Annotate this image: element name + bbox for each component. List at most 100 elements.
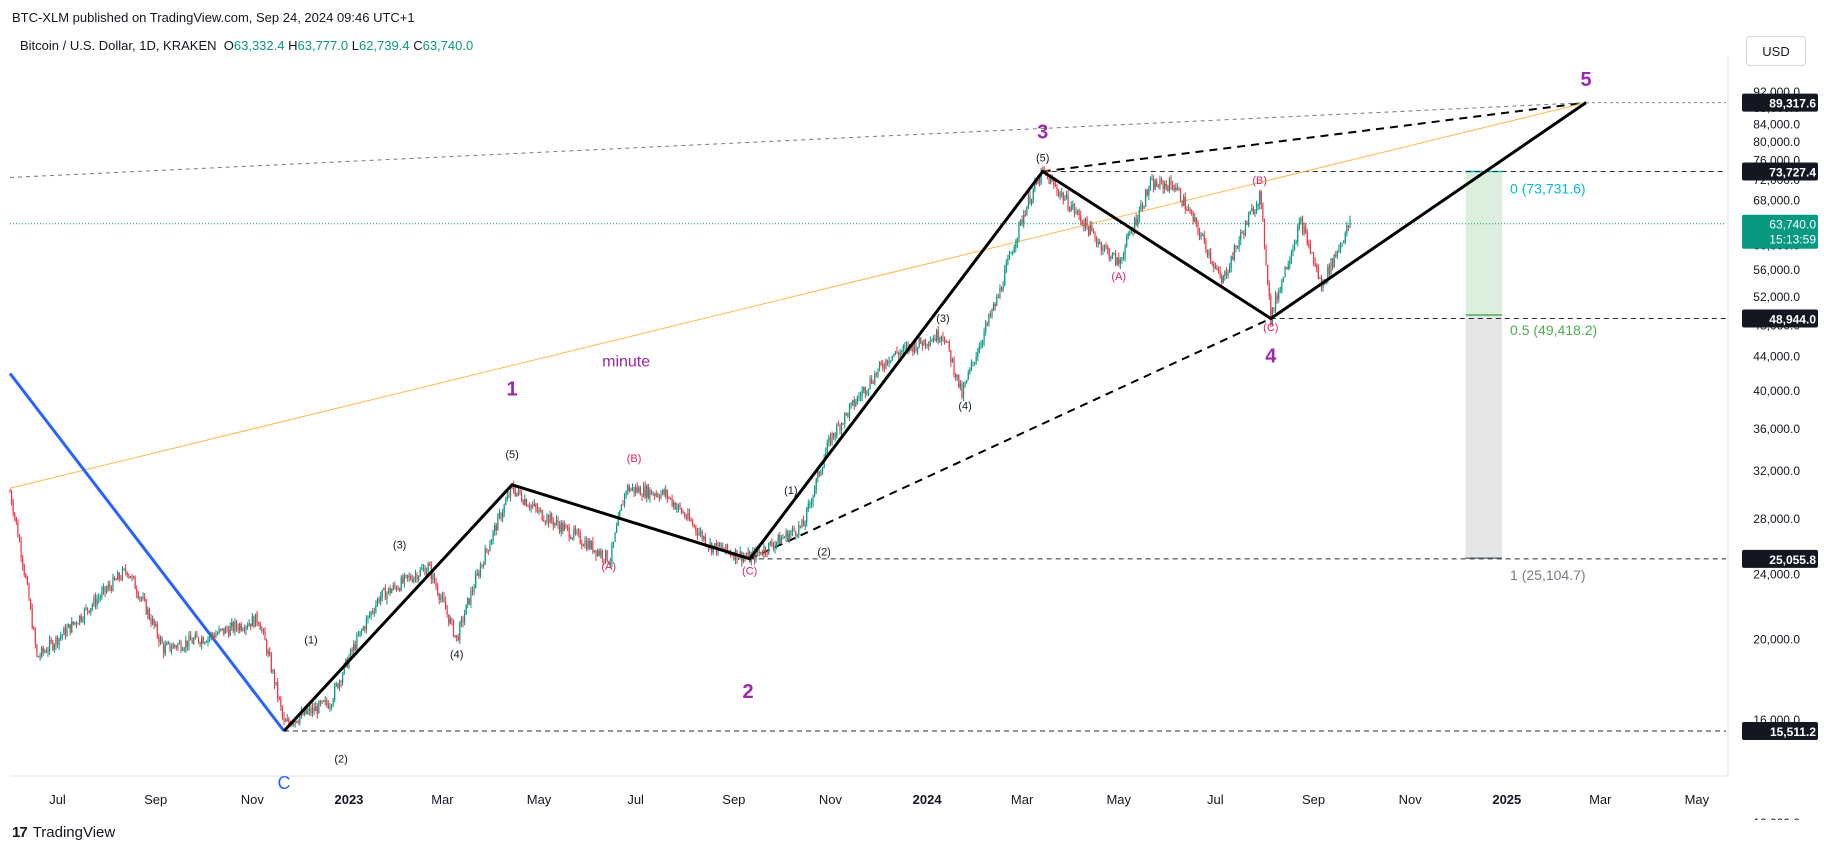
candle-body: [1197, 222, 1199, 231]
candle-body: [288, 719, 290, 723]
candle-body: [701, 531, 703, 539]
brand-name: TradingView: [32, 824, 116, 841]
candle-body: [1078, 210, 1080, 216]
price-level-badge: [1742, 721, 1818, 740]
candle-body: [926, 344, 928, 346]
candle-body: [874, 373, 876, 384]
candle-body: [812, 495, 814, 503]
candle-body: [202, 637, 204, 644]
candle-body: [1108, 249, 1110, 259]
candle-body: [897, 353, 900, 356]
candle-body: [280, 698, 282, 707]
currency-button[interactable]: USD: [1746, 36, 1806, 66]
candle-body: [305, 709, 307, 714]
candle-body: [695, 525, 697, 532]
candle-body: [516, 492, 518, 496]
candle-body: [644, 486, 646, 498]
candle-body: [357, 635, 360, 637]
candle-body: [1007, 259, 1009, 263]
candle-body: [508, 495, 510, 497]
candle-body: [980, 344, 982, 347]
x-tick-label: May: [1106, 792, 1131, 807]
candle-body: [362, 627, 364, 631]
candle-body: [475, 574, 477, 589]
candle-body: [725, 544, 727, 551]
candle-body: [654, 493, 656, 496]
candle-body: [755, 549, 757, 561]
candle-body: [612, 541, 615, 546]
candle-body: [872, 383, 874, 385]
candle-body: [562, 522, 564, 531]
candle-body: [544, 521, 546, 523]
candle-body: [966, 379, 968, 383]
candle-body: [1260, 191, 1262, 205]
candle-body: [443, 595, 445, 602]
candle-body: [91, 604, 93, 609]
price-chart[interactable]: 12,000.016,000.020,000.024,000.028,000.0…: [0, 0, 1824, 820]
candle-body: [704, 536, 706, 546]
y-tick-label: 24,000.0: [1753, 567, 1800, 581]
candle-body: [1026, 206, 1028, 216]
candle-body: [604, 550, 607, 561]
wave-degree-note: minute: [602, 354, 650, 371]
candle-body: [285, 721, 287, 723]
candle-body: [660, 493, 662, 499]
candle-body: [1176, 187, 1178, 190]
candle-body: [1179, 189, 1182, 201]
candle-body: [581, 543, 583, 546]
candle-body: [170, 648, 173, 651]
x-tick-label: 2025: [1492, 792, 1521, 807]
candle-body: [394, 584, 396, 587]
candle-body: [652, 493, 654, 495]
candle-body: [1244, 221, 1247, 236]
candle-body: [253, 616, 255, 627]
low-label: L: [351, 38, 359, 53]
candle-body: [802, 519, 805, 527]
candle-body: [1089, 225, 1091, 235]
tradingview-logo-icon: 17: [12, 824, 28, 841]
candle-body: [120, 578, 122, 580]
x-tick-label: 2023: [334, 792, 363, 807]
y-tick-label: 12,000.0: [1753, 816, 1800, 820]
candle-body: [1152, 178, 1155, 190]
candle-body: [791, 528, 794, 532]
candle-body: [1248, 214, 1250, 226]
candle-body: [208, 636, 211, 638]
candle-body: [275, 682, 277, 685]
x-tick-label: Nov: [1399, 792, 1423, 807]
candle-body: [1043, 169, 1045, 171]
candle-body: [559, 524, 561, 532]
candle-body: [281, 706, 284, 716]
candle-body: [859, 396, 862, 398]
candle-body: [970, 362, 973, 369]
candle-body: [552, 520, 554, 526]
candle-body: [801, 519, 803, 527]
candle-body: [814, 488, 816, 496]
candle-body: [1122, 256, 1125, 260]
candle-body: [395, 586, 398, 590]
candle-body: [536, 507, 539, 512]
candle-body: [961, 383, 963, 398]
candle-body: [380, 596, 382, 602]
candle-body: [80, 615, 82, 621]
candle-body: [131, 576, 133, 579]
candle-body: [798, 525, 800, 536]
candle-body: [891, 355, 893, 361]
candle-body: [1091, 225, 1093, 231]
candle-body: [1095, 238, 1098, 245]
candle-body: [551, 514, 553, 521]
candle-body: [1211, 261, 1213, 264]
candle-body: [41, 647, 43, 657]
y-tick-label: 44,000.0: [1753, 350, 1800, 364]
candle-body: [845, 412, 847, 414]
candle-body: [1129, 233, 1131, 235]
candle-body: [714, 543, 716, 546]
candle-body: [482, 564, 485, 566]
candle-body: [104, 586, 106, 592]
candle-body: [1016, 237, 1018, 244]
candle-body: [270, 655, 272, 672]
candle-body: [324, 700, 326, 702]
candle-body: [1034, 181, 1036, 190]
candle-body: [136, 589, 138, 594]
candle-body: [614, 532, 616, 542]
